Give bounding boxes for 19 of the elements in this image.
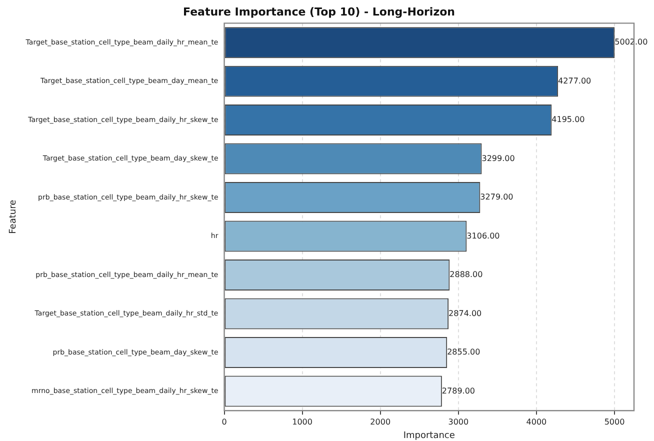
data-label: 4277.00: [558, 76, 592, 86]
x-tick-label: 2000: [370, 417, 391, 426]
data-label: 2855.00: [447, 348, 480, 357]
data-label: 2789.00: [442, 386, 476, 396]
x-tick-label: 0: [222, 417, 227, 426]
data-label: 2874.00: [448, 308, 482, 318]
data-label: 5002.00: [614, 38, 648, 47]
x-axis-title: Importance: [403, 430, 456, 441]
data-label: 3279.00: [480, 192, 514, 202]
x-tick-label: 3000: [448, 417, 469, 426]
y-axis-title: Feature: [8, 199, 19, 234]
data-label: 3299.00: [482, 154, 515, 163]
x-tick-label: 5000: [604, 417, 625, 426]
chart-title: Feature Importance (Top 10) - Long-Horizon: [183, 5, 455, 18]
data-label: 3106.00: [466, 231, 500, 240]
data-label: 4195.00: [552, 115, 585, 124]
x-tick-label: 1000: [292, 417, 312, 426]
x-tick-label: 4000: [526, 417, 547, 426]
data-label: 2888.00: [450, 270, 483, 280]
